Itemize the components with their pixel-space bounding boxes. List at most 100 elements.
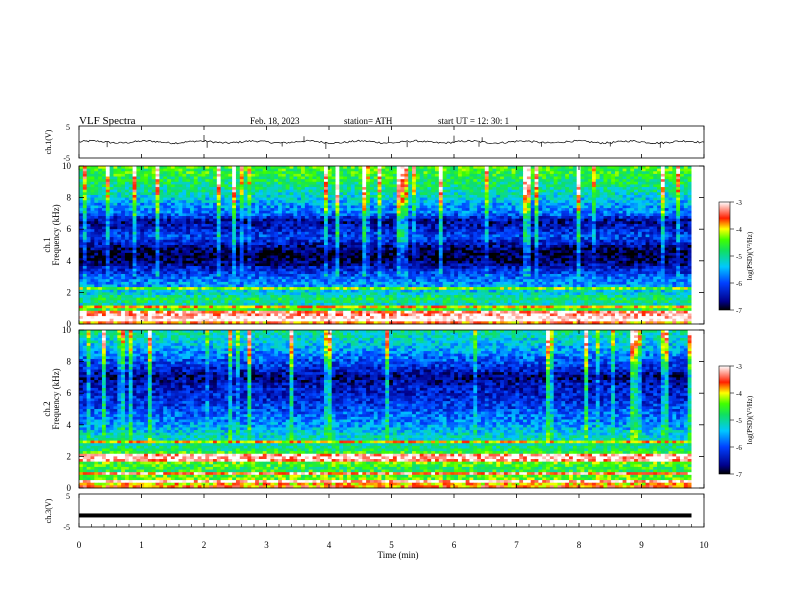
spectrogram-cell — [511, 200, 516, 204]
spectrogram-cell — [591, 226, 597, 230]
spectrogram-cell — [128, 239, 133, 243]
spectrogram-cell — [262, 210, 267, 214]
spectrogram-cell — [408, 231, 413, 235]
spectrogram-cell — [190, 189, 195, 193]
spectrogram-cell — [94, 223, 99, 227]
spectrogram-cell — [427, 231, 432, 235]
spectrogram-cell — [132, 197, 137, 201]
spectrogram-cell — [132, 179, 137, 183]
spectrogram-cell — [469, 234, 474, 238]
spectrogram-cell — [614, 168, 620, 172]
spectrogram-cell — [412, 202, 417, 206]
spectrogram-cell — [607, 223, 612, 227]
spectrogram-cell — [668, 229, 673, 233]
spectrogram-cell — [645, 187, 650, 191]
spectrogram-cell — [607, 192, 612, 196]
spectrogram-cell — [404, 184, 409, 188]
spectrogram-cell — [641, 205, 646, 209]
spectrogram-cell — [634, 213, 639, 217]
spectrogram-cell — [121, 168, 126, 172]
spectrogram-cell — [569, 179, 574, 183]
spectrogram-cell — [124, 194, 130, 198]
spectrogram-cell — [159, 234, 164, 238]
spectrogram-cell — [132, 187, 137, 191]
spectrogram-cell — [415, 226, 421, 230]
spectrogram-cell — [182, 189, 187, 193]
spectrogram-cell — [385, 231, 390, 235]
spectrogram-cell — [630, 200, 635, 204]
spectrogram-cell — [163, 168, 168, 172]
spectrogram-cell — [159, 213, 164, 217]
spectrogram-cell — [591, 189, 597, 193]
spectrogram-cell — [128, 179, 133, 183]
spectrogram-cell — [488, 189, 493, 193]
spectrogram-cell — [178, 202, 183, 206]
spectrogram-cell — [201, 202, 206, 206]
spectrogram-cell — [151, 173, 156, 177]
spectrogram-cell — [331, 187, 336, 191]
spectrogram-cell — [151, 189, 156, 193]
spectrogram-cell — [584, 237, 589, 241]
spectrogram-cell — [220, 221, 225, 225]
spectrogram-cell — [599, 202, 604, 206]
spectrogram-cell — [369, 245, 375, 249]
spectrogram-cell — [576, 237, 581, 241]
spectrogram-cell — [423, 208, 428, 212]
spectrogram-cell — [454, 208, 459, 212]
spectrogram-cell — [687, 210, 692, 214]
spectrogram-cell — [572, 218, 578, 222]
spectrogram-cell — [469, 245, 474, 249]
spectrogram-cell — [423, 221, 428, 225]
spectrogram-cell — [354, 192, 359, 196]
spectrogram-cell — [79, 184, 84, 188]
spectrogram-cell — [274, 189, 279, 193]
spectrogram-cell — [346, 171, 352, 175]
spectrogram-cell — [239, 213, 245, 217]
spectrogram-cell — [155, 202, 160, 206]
spectrogram-cell — [220, 213, 225, 217]
spectrogram-cell — [457, 229, 463, 233]
spectrogram-cell — [622, 221, 627, 225]
spectrogram-cell — [327, 184, 333, 188]
spectrogram-cell — [649, 168, 654, 172]
spectrogram-cell — [576, 205, 581, 209]
spectrogram-cell — [442, 210, 447, 214]
spectrogram-cell — [331, 213, 336, 217]
spectrogram-cell — [446, 202, 451, 206]
spectrogram-cell — [396, 234, 401, 238]
spectrogram-cell — [664, 216, 669, 220]
spectrogram-cell — [316, 218, 321, 222]
spectrogram-cell — [438, 168, 444, 172]
spectrogram-cell — [301, 194, 306, 198]
spectrogram-cell — [473, 239, 478, 243]
spectrogram-cell — [549, 221, 555, 225]
spectrogram-cell — [649, 234, 654, 238]
spectrogram-cell — [457, 234, 463, 238]
spectrogram-cell — [488, 239, 493, 243]
spectrogram-cell — [484, 213, 490, 217]
spectrogram-cell — [381, 192, 386, 196]
spectrogram-cell — [324, 208, 329, 212]
spectrogram-cell — [308, 179, 313, 183]
spectrogram-cell — [178, 173, 183, 177]
spectrogram-cell — [362, 179, 367, 183]
spectrogram-cell — [427, 223, 432, 227]
spectrogram-cell — [377, 184, 382, 188]
spectrogram-cell — [484, 171, 490, 175]
spectrogram-cell — [358, 194, 363, 198]
spectrogram-cell — [312, 216, 317, 220]
spectrogram-cell — [293, 200, 298, 204]
spectrogram-cell — [503, 229, 509, 233]
spectrogram-cell — [216, 229, 222, 233]
spectrogram-cell — [553, 176, 558, 180]
spectrogram-cell — [140, 245, 145, 249]
spectrogram-cell — [197, 239, 202, 243]
spectrogram-cell — [442, 221, 447, 225]
spectrogram-cell — [461, 210, 467, 214]
spectrogram-cell — [438, 210, 444, 214]
spectrogram-cell — [369, 237, 375, 241]
spectrogram-cell — [209, 208, 214, 212]
spectrogram-cell — [457, 231, 463, 235]
spectrogram-cell — [90, 242, 95, 246]
spectrogram-cell — [389, 197, 394, 201]
